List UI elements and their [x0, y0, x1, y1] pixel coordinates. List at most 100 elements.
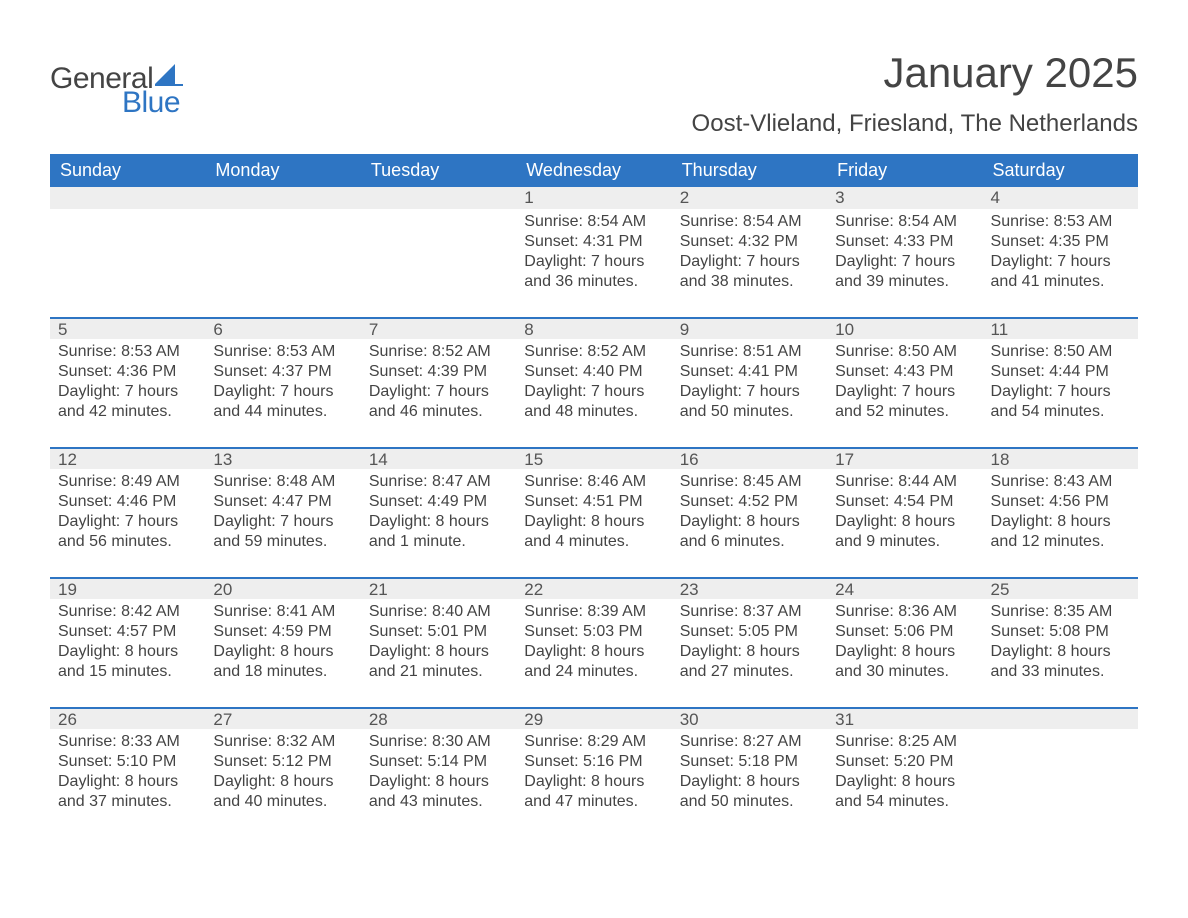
sunrise-line: Sunrise: 8:25 AM [835, 732, 974, 752]
calendar-day-cell: 10Sunrise: 8:50 AMSunset: 4:43 PMDayligh… [827, 317, 982, 447]
calendar-day-cell: 24Sunrise: 8:36 AMSunset: 5:06 PMDayligh… [827, 577, 982, 707]
day-number: 1 [516, 187, 671, 209]
daylight-line-2: and 15 minutes. [58, 662, 197, 682]
calendar-day-cell: 7Sunrise: 8:52 AMSunset: 4:39 PMDaylight… [361, 317, 516, 447]
empty-daynum [361, 187, 516, 209]
day-number: 31 [827, 707, 982, 729]
sunset-line: Sunset: 4:37 PM [213, 362, 352, 382]
day-number: 28 [361, 707, 516, 729]
day-details: Sunrise: 8:41 AMSunset: 4:59 PMDaylight:… [205, 599, 360, 688]
calendar-day-cell: 25Sunrise: 8:35 AMSunset: 5:08 PMDayligh… [983, 577, 1138, 707]
daylight-line-2: and 1 minute. [369, 532, 508, 552]
sunset-line: Sunset: 4:54 PM [835, 492, 974, 512]
sunrise-line: Sunrise: 8:48 AM [213, 472, 352, 492]
sunset-line: Sunset: 4:36 PM [58, 362, 197, 382]
day-details: Sunrise: 8:32 AMSunset: 5:12 PMDaylight:… [205, 729, 360, 818]
sunset-line: Sunset: 5:10 PM [58, 752, 197, 772]
sunset-line: Sunset: 4:59 PM [213, 622, 352, 642]
day-number: 24 [827, 577, 982, 599]
daylight-line-1: Daylight: 8 hours [213, 642, 352, 662]
calendar-table: SundayMondayTuesdayWednesdayThursdayFrid… [50, 154, 1138, 837]
page-header: General Blue January 2025 Oost-Vlieland,… [50, 50, 1138, 138]
day-number: 14 [361, 447, 516, 469]
day-details: Sunrise: 8:46 AMSunset: 4:51 PMDaylight:… [516, 469, 671, 558]
daylight-line-1: Daylight: 7 hours [680, 252, 819, 272]
sunset-line: Sunset: 5:20 PM [835, 752, 974, 772]
day-details: Sunrise: 8:49 AMSunset: 4:46 PMDaylight:… [50, 469, 205, 558]
day-details: Sunrise: 8:27 AMSunset: 5:18 PMDaylight:… [672, 729, 827, 818]
day-details: Sunrise: 8:36 AMSunset: 5:06 PMDaylight:… [827, 599, 982, 688]
daylight-line-2: and 38 minutes. [680, 272, 819, 292]
sunset-line: Sunset: 4:44 PM [991, 362, 1130, 382]
calendar-day-cell: 20Sunrise: 8:41 AMSunset: 4:59 PMDayligh… [205, 577, 360, 707]
calendar-day-cell [983, 707, 1138, 837]
day-details: Sunrise: 8:53 AMSunset: 4:35 PMDaylight:… [983, 209, 1138, 298]
sunset-line: Sunset: 4:41 PM [680, 362, 819, 382]
sunrise-line: Sunrise: 8:45 AM [680, 472, 819, 492]
day-details: Sunrise: 8:53 AMSunset: 4:36 PMDaylight:… [50, 339, 205, 428]
daylight-line-1: Daylight: 8 hours [680, 512, 819, 532]
day-number: 12 [50, 447, 205, 469]
day-number: 23 [672, 577, 827, 599]
daylight-line-2: and 21 minutes. [369, 662, 508, 682]
day-details: Sunrise: 8:50 AMSunset: 4:44 PMDaylight:… [983, 339, 1138, 428]
daylight-line-1: Daylight: 8 hours [369, 512, 508, 532]
daylight-line-2: and 18 minutes. [213, 662, 352, 682]
day-details: Sunrise: 8:44 AMSunset: 4:54 PMDaylight:… [827, 469, 982, 558]
day-number: 6 [205, 317, 360, 339]
daylight-line-1: Daylight: 7 hours [680, 382, 819, 402]
daylight-line-1: Daylight: 8 hours [369, 772, 508, 792]
daylight-line-1: Daylight: 8 hours [991, 642, 1130, 662]
daylight-line-1: Daylight: 8 hours [524, 642, 663, 662]
sunrise-line: Sunrise: 8:54 AM [835, 212, 974, 232]
calendar-day-cell: 22Sunrise: 8:39 AMSunset: 5:03 PMDayligh… [516, 577, 671, 707]
day-number: 4 [983, 187, 1138, 209]
sunrise-line: Sunrise: 8:29 AM [524, 732, 663, 752]
sunrise-line: Sunrise: 8:37 AM [680, 602, 819, 622]
day-number: 13 [205, 447, 360, 469]
sunset-line: Sunset: 4:39 PM [369, 362, 508, 382]
calendar-body: 1Sunrise: 8:54 AMSunset: 4:31 PMDaylight… [50, 187, 1138, 837]
calendar-day-cell: 12Sunrise: 8:49 AMSunset: 4:46 PMDayligh… [50, 447, 205, 577]
sunrise-line: Sunrise: 8:40 AM [369, 602, 508, 622]
daylight-line-1: Daylight: 8 hours [835, 642, 974, 662]
day-details: Sunrise: 8:45 AMSunset: 4:52 PMDaylight:… [672, 469, 827, 558]
calendar-day-cell: 4Sunrise: 8:53 AMSunset: 4:35 PMDaylight… [983, 187, 1138, 317]
daylight-line-2: and 24 minutes. [524, 662, 663, 682]
calendar-week-row: 5Sunrise: 8:53 AMSunset: 4:36 PMDaylight… [50, 317, 1138, 447]
weekday-header: Wednesday [516, 154, 671, 187]
calendar-day-cell: 23Sunrise: 8:37 AMSunset: 5:05 PMDayligh… [672, 577, 827, 707]
daylight-line-2: and 47 minutes. [524, 792, 663, 812]
calendar-day-cell: 26Sunrise: 8:33 AMSunset: 5:10 PMDayligh… [50, 707, 205, 837]
calendar-day-cell: 27Sunrise: 8:32 AMSunset: 5:12 PMDayligh… [205, 707, 360, 837]
sunrise-line: Sunrise: 8:53 AM [991, 212, 1130, 232]
sunrise-line: Sunrise: 8:54 AM [680, 212, 819, 232]
weekday-header: Thursday [672, 154, 827, 187]
sunrise-line: Sunrise: 8:47 AM [369, 472, 508, 492]
calendar-day-cell: 21Sunrise: 8:40 AMSunset: 5:01 PMDayligh… [361, 577, 516, 707]
sunset-line: Sunset: 4:52 PM [680, 492, 819, 512]
sunset-line: Sunset: 4:56 PM [991, 492, 1130, 512]
sunset-line: Sunset: 5:01 PM [369, 622, 508, 642]
daylight-line-1: Daylight: 8 hours [835, 772, 974, 792]
day-number: 27 [205, 707, 360, 729]
day-details: Sunrise: 8:54 AMSunset: 4:32 PMDaylight:… [672, 209, 827, 298]
daylight-line-1: Daylight: 8 hours [58, 772, 197, 792]
day-number: 16 [672, 447, 827, 469]
sunset-line: Sunset: 4:35 PM [991, 232, 1130, 252]
day-number: 21 [361, 577, 516, 599]
calendar-day-cell: 6Sunrise: 8:53 AMSunset: 4:37 PMDaylight… [205, 317, 360, 447]
brand-blue-text: Blue [122, 88, 183, 118]
daylight-line-2: and 46 minutes. [369, 402, 508, 422]
calendar-day-cell: 19Sunrise: 8:42 AMSunset: 4:57 PMDayligh… [50, 577, 205, 707]
daylight-line-2: and 41 minutes. [991, 272, 1130, 292]
calendar-day-cell: 5Sunrise: 8:53 AMSunset: 4:36 PMDaylight… [50, 317, 205, 447]
daylight-line-2: and 59 minutes. [213, 532, 352, 552]
sunset-line: Sunset: 5:12 PM [213, 752, 352, 772]
daylight-line-2: and 6 minutes. [680, 532, 819, 552]
daylight-line-2: and 52 minutes. [835, 402, 974, 422]
daylight-line-1: Daylight: 7 hours [524, 252, 663, 272]
sunrise-line: Sunrise: 8:54 AM [524, 212, 663, 232]
daylight-line-2: and 44 minutes. [213, 402, 352, 422]
calendar-week-row: 12Sunrise: 8:49 AMSunset: 4:46 PMDayligh… [50, 447, 1138, 577]
